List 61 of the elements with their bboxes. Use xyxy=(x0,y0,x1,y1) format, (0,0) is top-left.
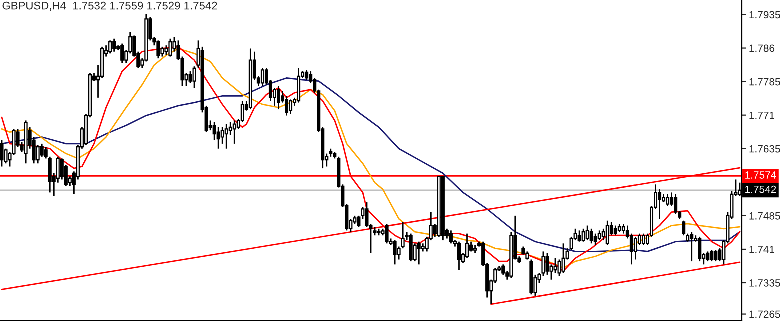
candlestick xyxy=(466,233,470,260)
candlestick xyxy=(614,225,618,236)
candlestick xyxy=(305,69,309,81)
candlestick xyxy=(586,225,590,242)
y-tick-label: 1.7485 xyxy=(750,212,780,220)
candlestick xyxy=(417,241,421,266)
candlestick xyxy=(602,228,606,242)
candlestick xyxy=(546,252,550,276)
candlestick xyxy=(385,223,389,244)
candlestick xyxy=(690,231,694,262)
y-tick-label: 1.741 xyxy=(750,246,775,254)
y-tick-label: 1.7335 xyxy=(750,280,780,287)
y-tick-label: 1.771 xyxy=(750,112,775,120)
candlestick xyxy=(112,38,116,53)
candlestick xyxy=(642,233,646,246)
candlestick xyxy=(598,230,602,242)
candlestick xyxy=(216,126,220,150)
candlestick xyxy=(457,241,461,271)
candlestick xyxy=(622,223,626,235)
candlestick xyxy=(582,228,586,243)
candlestick xyxy=(554,258,558,274)
y-tick-label: 1.7785 xyxy=(750,78,780,86)
ref-line-label: 1.7542 xyxy=(746,186,776,194)
candlestick xyxy=(658,188,662,220)
candlestick xyxy=(108,40,112,54)
candlestick xyxy=(188,70,192,84)
candlestick xyxy=(698,236,702,262)
candlestick xyxy=(156,40,160,60)
candlestick xyxy=(578,230,582,243)
candlestick xyxy=(562,242,566,274)
candlestick xyxy=(365,202,369,228)
candlestick xyxy=(393,240,397,266)
candlestick xyxy=(168,38,172,58)
ref-line-label: 1.7574 xyxy=(746,172,776,179)
candlestick xyxy=(276,86,281,110)
candlestick xyxy=(224,124,228,150)
candlestick xyxy=(710,250,714,262)
candlestick xyxy=(594,233,598,246)
candlestick xyxy=(40,143,44,158)
candlestick xyxy=(606,220,610,246)
candlestick xyxy=(120,43,124,64)
chart-title: GBPUSD,H4 1.7532 1.7559 1.7529 1.7542 xyxy=(2,2,218,12)
candlestick xyxy=(289,99,293,116)
candlestick xyxy=(674,194,678,215)
y-tick-label: 1.7635 xyxy=(750,145,780,153)
y-tick-label: 1.7935 xyxy=(750,11,780,19)
candlestick xyxy=(706,251,710,262)
candlestick xyxy=(449,230,453,244)
candlestick xyxy=(634,236,638,260)
candlestick xyxy=(260,68,264,87)
candlestick xyxy=(232,120,236,145)
y-tick-label: 1.7265 xyxy=(750,310,780,318)
y-tick-label: 1.786 xyxy=(750,44,775,52)
candlestick xyxy=(220,126,224,145)
candlestick xyxy=(0,140,4,168)
candlestick xyxy=(590,228,594,244)
candlestick xyxy=(285,95,289,116)
candlestick xyxy=(666,194,670,207)
candlestick xyxy=(164,44,168,56)
candlestick xyxy=(502,264,506,276)
candlestick xyxy=(714,250,718,262)
